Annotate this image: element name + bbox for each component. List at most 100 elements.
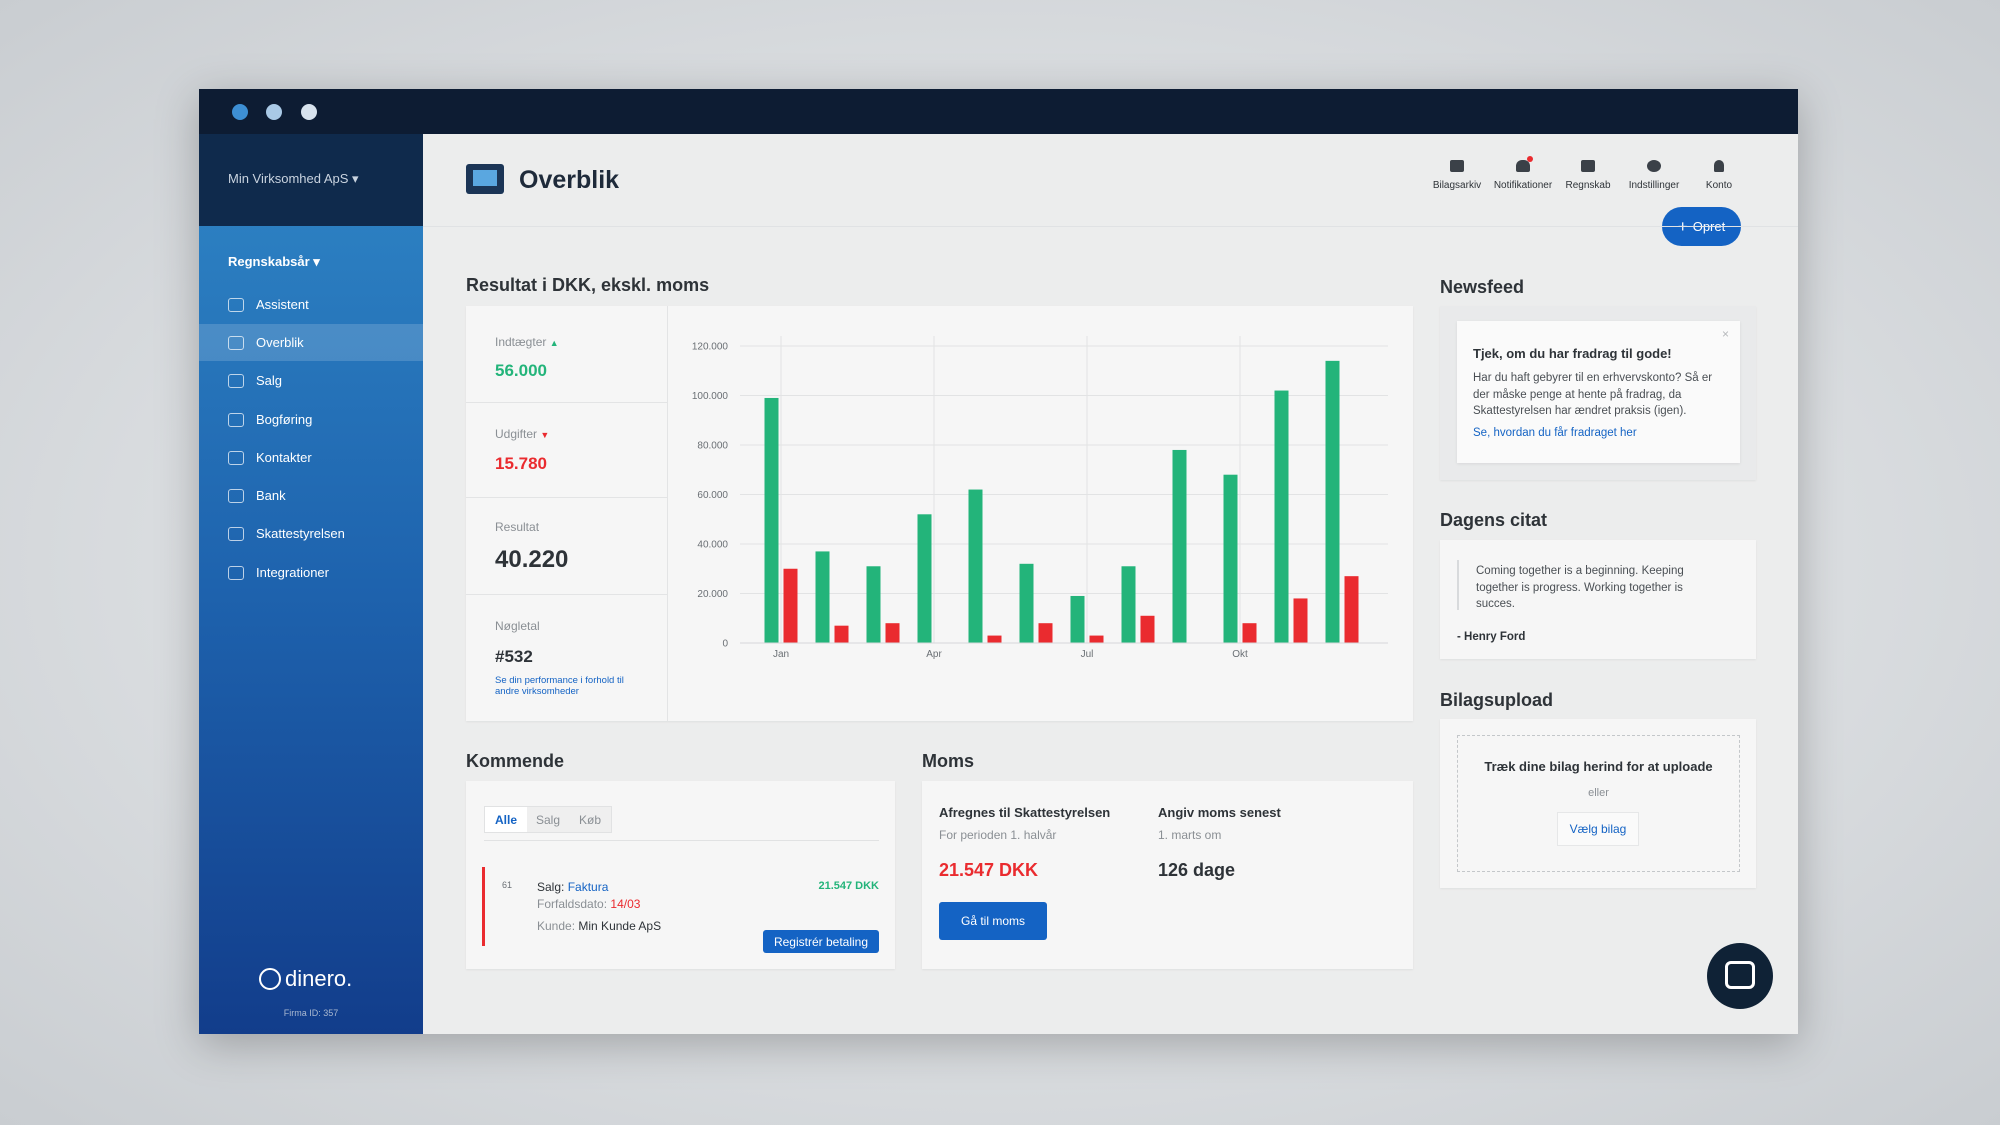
tab[interactable]: Salg — [535, 812, 561, 827]
window-dot[interactable] — [301, 104, 317, 120]
bar — [987, 635, 1002, 643]
y-tick-label: 20.000 — [697, 589, 728, 600]
tab-divider — [484, 840, 879, 841]
vat-deadline-title: Angiv moms senest — [1158, 805, 1281, 820]
stat-label: Nøgletal — [495, 619, 540, 633]
bar — [1325, 360, 1340, 643]
toolbar-button[interactable]: Bilagsarkiv — [1422, 160, 1492, 191]
toolbar-button[interactable]: Regnskab — [1553, 160, 1623, 191]
toolbar-button[interactable]: Konto — [1684, 160, 1754, 191]
menu-icon — [228, 297, 244, 312]
bar — [1344, 576, 1359, 643]
stat-label: Indtægter ▲ — [495, 335, 559, 349]
toolbar-button[interactable]: Notifikationer — [1488, 160, 1558, 191]
item-customer: Kunde: Min Kunde ApS — [537, 919, 661, 933]
upload-card — [1440, 719, 1756, 888]
quote-author: - Henry Ford — [1457, 631, 1526, 643]
menu-item[interactable]: Kontakter — [199, 439, 423, 476]
header-divider — [423, 226, 1798, 227]
news-link[interactable]: Se, hvordan du får fradraget her — [1473, 427, 1637, 439]
window-dot[interactable] — [266, 104, 282, 120]
menu-label: Bank — [256, 488, 286, 503]
toolbar-button[interactable]: Indstillinger — [1619, 160, 1689, 191]
toolbar-label: Regnskab — [1565, 180, 1611, 191]
stats-divider — [466, 497, 667, 498]
x-tick-label: Jan — [773, 649, 789, 660]
bar — [1242, 623, 1257, 643]
choose-file-button[interactable]: Vælg bilag — [1557, 812, 1639, 846]
stats-divider — [466, 402, 667, 403]
register-payment-button[interactable]: Registrér betaling — [763, 930, 879, 953]
bar — [1274, 390, 1289, 643]
bar — [1223, 474, 1238, 643]
firm-id: Firma ID: 357 — [283, 1008, 339, 1018]
news-heading: Tjek, om du har fradrag til gode! — [1473, 346, 1672, 361]
logo-text: dinero. — [285, 966, 353, 991]
menu-icon — [228, 335, 244, 350]
bar — [1089, 635, 1104, 643]
upload-or: eller — [1588, 787, 1609, 799]
bar — [1070, 595, 1085, 643]
bar — [834, 625, 849, 643]
benchmark-link[interactable]: Se din performance i forhold til andre v… — [495, 675, 624, 697]
section-title: Newsfeed — [1440, 277, 1525, 297]
tab-active[interactable]: Alle — [485, 807, 527, 832]
bar — [783, 568, 798, 643]
tab-bar: Alle Salg Køb — [484, 806, 612, 833]
menu-item[interactable]: Assistent — [199, 286, 423, 323]
menu-item[interactable]: Integrationer — [199, 554, 423, 591]
x-tick-label: Apr — [926, 649, 942, 660]
item-due-date: 14/03 — [610, 897, 641, 911]
company-switcher[interactable]: Min Virksomhed ApS ▾ — [228, 171, 359, 186]
item-type-label: Salg: — [537, 880, 565, 894]
stat-label-text: Indtægter — [495, 335, 547, 349]
upload-prompt: Træk dine bilag herind for at uploade — [1484, 759, 1713, 774]
item-number: 61 — [502, 880, 513, 890]
item-due: Forfaldsdato: 14/03 — [537, 897, 640, 911]
stats-divider — [667, 306, 668, 721]
item-type-link[interactable]: Faktura — [567, 880, 609, 894]
bar — [885, 623, 900, 643]
bar — [1172, 449, 1187, 643]
menu-item[interactable]: Bogføring — [199, 401, 423, 438]
section-title: Dagens citat — [1440, 510, 1548, 530]
stat-value: #532 — [495, 647, 533, 666]
news-item — [1457, 321, 1740, 463]
chat-icon — [1725, 961, 1755, 989]
window-dot[interactable] — [232, 104, 248, 120]
section-title: Kommende — [466, 751, 565, 771]
toolbar-label: Bilagsarkiv — [1432, 180, 1482, 191]
overdue-marker — [482, 867, 485, 946]
section-title: Resultat i DKK, ekskl. moms — [466, 275, 710, 295]
fiscal-year[interactable]: Regnskabsår ▾ — [228, 254, 320, 269]
close-icon[interactable]: × — [1722, 327, 1730, 341]
tab[interactable]: Køb — [578, 812, 601, 827]
menu-item[interactable]: Overblik — [199, 324, 423, 361]
vat-pay-title: Afregnes til Skattestyrelsen — [939, 805, 1111, 820]
bar — [764, 397, 779, 643]
logo: dinero. — [259, 966, 352, 992]
chat-button[interactable] — [1707, 943, 1773, 1009]
item-type: Salg: Faktura — [537, 880, 608, 894]
menu-item[interactable]: Salg — [199, 362, 423, 399]
vat-pay-period: For perioden 1. halvår — [939, 828, 1057, 842]
menu-label: Assistent — [256, 297, 309, 312]
title-bar — [199, 89, 1798, 134]
menu-item[interactable]: Skattestyrelsen — [199, 515, 423, 552]
menu-item[interactable]: Bank — [199, 477, 423, 514]
toolbar-icon — [1714, 160, 1724, 172]
vat-button[interactable]: Gå til moms — [939, 902, 1047, 940]
stat-value: 56.000 — [495, 361, 547, 380]
stat-value: 40.220 — [495, 546, 569, 573]
down-arrow: ▼ — [540, 430, 550, 440]
quote-bar — [1457, 560, 1459, 610]
bar-chart: 0 20.000 40.000 60.000 80.000 100.000 120.000 J… — [692, 336, 1388, 660]
page-title: Overblik — [519, 166, 620, 194]
drop-zone[interactable] — [1457, 735, 1740, 872]
menu-icon — [228, 373, 244, 388]
bar — [1038, 623, 1053, 643]
menu-icon — [228, 412, 244, 427]
